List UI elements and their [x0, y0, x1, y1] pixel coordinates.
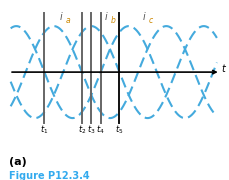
Text: $i$: $i$ — [59, 10, 64, 22]
Text: $t_2$: $t_2$ — [78, 124, 86, 136]
Text: $t_1$: $t_1$ — [40, 124, 49, 136]
Text: $b$: $b$ — [110, 14, 117, 25]
Text: $t_4$: $t_4$ — [96, 124, 105, 136]
Text: (a): (a) — [9, 157, 27, 167]
Text: $t_3$: $t_3$ — [87, 124, 95, 136]
Text: $i$: $i$ — [104, 10, 109, 22]
Text: $a$: $a$ — [65, 16, 72, 25]
Text: $i$: $i$ — [142, 10, 146, 22]
Text: $c$: $c$ — [148, 16, 154, 25]
Text: t: t — [221, 64, 225, 74]
Text: Figure P12.3.4: Figure P12.3.4 — [9, 171, 90, 180]
Text: $t_5$: $t_5$ — [115, 124, 124, 136]
